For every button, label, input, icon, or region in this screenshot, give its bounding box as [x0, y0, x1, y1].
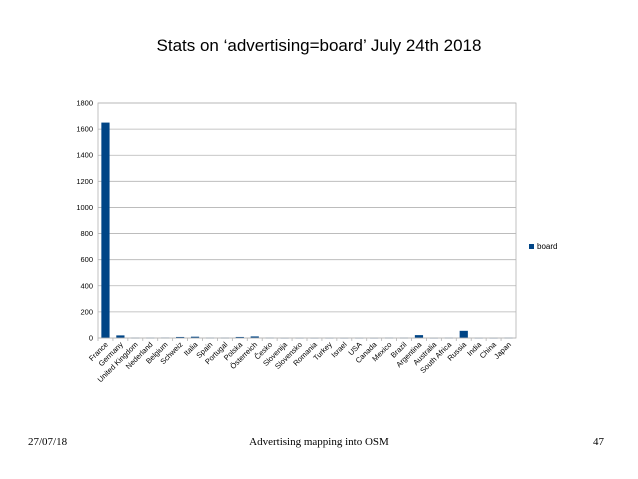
y-tick-label: 800	[80, 229, 93, 238]
bar	[116, 335, 125, 338]
y-tick-label: 1000	[76, 203, 93, 212]
axes: 020040060080010001200140016001800FranceG…	[76, 99, 517, 384]
grid-lines	[98, 102, 516, 339]
plot-frame	[97, 102, 517, 339]
bar	[414, 335, 424, 338]
legend: board	[529, 242, 557, 251]
bar	[250, 336, 259, 338]
y-tick-label: 1800	[76, 99, 93, 108]
bar	[176, 336, 185, 338]
footer-title: Advertising mapping into OSM	[249, 436, 389, 448]
y-tick-label: 0	[89, 334, 93, 343]
y-tick-label: 200	[80, 307, 93, 316]
legend-label: board	[537, 242, 557, 251]
x-tick-label: Israel	[329, 340, 349, 360]
footer-date: 27/07/18	[28, 436, 68, 448]
legend-swatch	[529, 244, 534, 249]
bar	[101, 122, 110, 338]
y-tick-label: 1200	[76, 177, 93, 186]
y-tick-label: 1600	[76, 125, 93, 134]
slide-title: Stats on ‘advertising=board’ July 24th 2…	[156, 36, 482, 55]
x-tick-label: Japan	[492, 340, 513, 361]
y-tick-label: 1400	[76, 151, 93, 160]
y-tick-label: 400	[80, 281, 93, 290]
page-number: 47	[593, 436, 604, 448]
y-tick-label: 600	[80, 255, 93, 264]
bar	[459, 330, 468, 338]
bar	[190, 336, 200, 338]
bar	[235, 336, 244, 338]
